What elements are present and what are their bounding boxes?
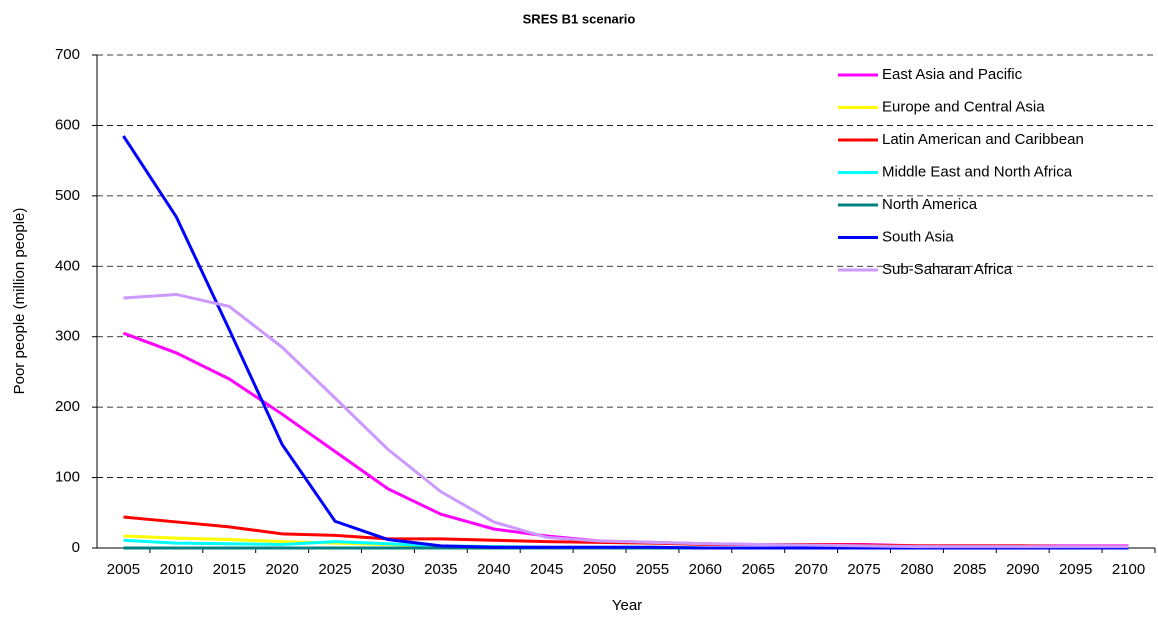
x-tick-label: 2040 bbox=[477, 561, 510, 578]
x-tick-label: 2065 bbox=[742, 561, 775, 578]
series-line bbox=[122, 331, 1129, 548]
x-tick-label: 2055 bbox=[636, 561, 669, 578]
x-tick-label: 2080 bbox=[900, 561, 933, 578]
x-tick-label: 2075 bbox=[847, 561, 880, 578]
legend-label: North America bbox=[882, 196, 978, 213]
y-tick-label: 0 bbox=[72, 539, 80, 556]
chart-title: SRES B1 scenario bbox=[523, 11, 636, 26]
y-axis-title: Poor people (million people) bbox=[11, 208, 28, 395]
y-tick-label: 500 bbox=[55, 187, 80, 204]
x-tick-label: 2025 bbox=[318, 561, 351, 578]
y-tick-label: 400 bbox=[55, 257, 80, 274]
legend-label: Europe and Central Asia bbox=[882, 98, 1045, 115]
x-tick-label: 2005 bbox=[107, 561, 140, 578]
y-tick-label: 700 bbox=[55, 46, 80, 63]
x-tick-label: 2070 bbox=[794, 561, 827, 578]
x-tick-label: 2020 bbox=[265, 561, 298, 578]
series-line bbox=[123, 292, 1129, 549]
x-tick-label: 2030 bbox=[371, 561, 404, 578]
y-tick-label: 300 bbox=[55, 328, 80, 345]
x-tick-label: 2060 bbox=[689, 561, 722, 578]
y-tick-label: 100 bbox=[55, 469, 80, 486]
legend-label: Sub-Saharan Africa bbox=[882, 261, 1013, 278]
x-tick-label: 2095 bbox=[1059, 561, 1092, 578]
x-axis-title: Year bbox=[612, 597, 642, 614]
x-tick-label: 2050 bbox=[583, 561, 616, 578]
x-tick-label: 2035 bbox=[424, 561, 457, 578]
y-tick-label: 600 bbox=[55, 116, 80, 133]
x-tick-label: 2045 bbox=[530, 561, 563, 578]
x-tick-label: 2090 bbox=[1006, 561, 1039, 578]
legend-label: Latin American and Caribbean bbox=[882, 131, 1084, 148]
x-tick-label: 2085 bbox=[953, 561, 986, 578]
legend-label: Middle East and North Africa bbox=[882, 163, 1073, 180]
y-tick-label: 200 bbox=[55, 398, 80, 415]
legend-label: East Asia and Pacific bbox=[882, 66, 1023, 83]
x-tick-label: 2015 bbox=[213, 561, 246, 578]
x-tick-label: 2100 bbox=[1112, 561, 1145, 578]
x-tick-label: 2010 bbox=[160, 561, 193, 578]
legend-label: South Asia bbox=[882, 228, 954, 245]
